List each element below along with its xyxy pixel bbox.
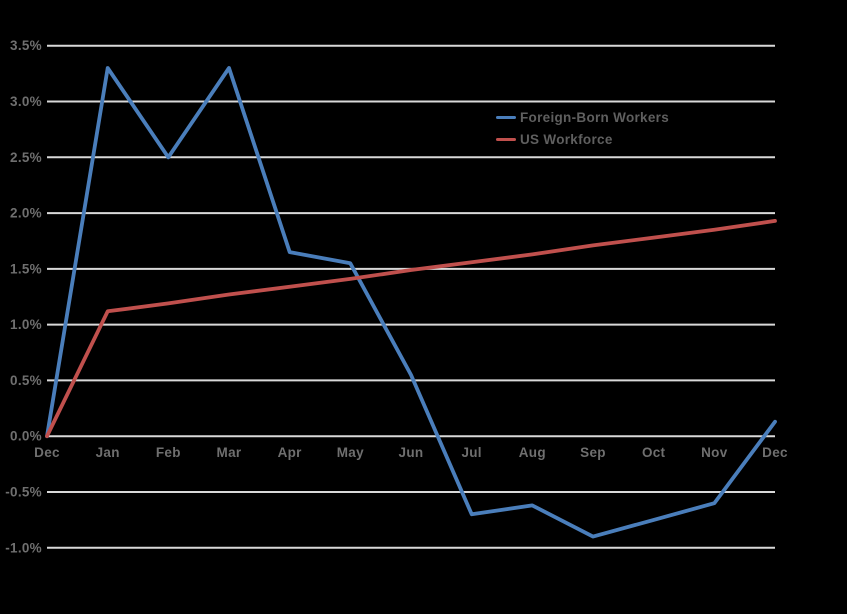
x-tick-label: Mar <box>217 445 242 460</box>
x-tick-label: Aug <box>519 445 546 460</box>
y-tick-label: 2.0% <box>10 206 42 221</box>
legend-label-us-workforce: US Workforce <box>520 131 613 147</box>
y-tick-label: 3.5% <box>10 38 42 53</box>
x-tick-label: Feb <box>156 445 181 460</box>
x-tick-label: May <box>337 445 364 460</box>
chart-legend: Foreign-Born Workers US Workforce <box>496 106 669 150</box>
y-tick-label: 0.5% <box>10 373 42 388</box>
legend-item-us-workforce: US Workforce <box>496 128 669 150</box>
x-tick-label: Jun <box>399 445 424 460</box>
y-tick-label: 3.0% <box>10 94 42 109</box>
x-tick-label: Dec <box>762 445 788 460</box>
x-tick-label: Sep <box>580 445 606 460</box>
series-line-us-workforce <box>45 218 777 439</box>
y-tick-label: 1.0% <box>10 317 42 332</box>
series-lines-group <box>45 66 777 539</box>
y-tick-label: 0.0% <box>10 429 42 444</box>
legend-item-foreign-born-workers: Foreign-Born Workers <box>496 106 669 128</box>
legend-line-sample-red-icon <box>496 137 516 141</box>
y-tick-label: -1.0% <box>5 540 42 555</box>
y-tick-label: 1.5% <box>10 261 42 276</box>
series-line-foreign-born-workers <box>45 66 777 539</box>
legend-line-sample-blue-icon <box>496 115 516 119</box>
y-tick-label: -0.5% <box>5 485 42 500</box>
y-axis-labels-group: 3.5% 3.0% 2.5% 2.0% 1.5% 1.0% 0.5% 0.0% -0.5% -1.… <box>5 38 42 555</box>
x-tick-label: Apr <box>278 445 303 460</box>
x-tick-label: Dec <box>34 445 60 460</box>
legend-label-foreign-born-workers: Foreign-Born Workers <box>520 109 670 125</box>
x-tick-label: Jan <box>96 445 120 460</box>
x-axis-labels-group: Dec Jan Feb Mar Apr May Jun Jul Aug Sep Oct Nov Dec <box>34 445 788 460</box>
x-tick-label: Jul <box>461 445 481 460</box>
x-tick-label: Oct <box>642 445 666 460</box>
y-tick-label: 2.5% <box>10 150 42 165</box>
x-tick-label: Nov <box>701 445 728 460</box>
